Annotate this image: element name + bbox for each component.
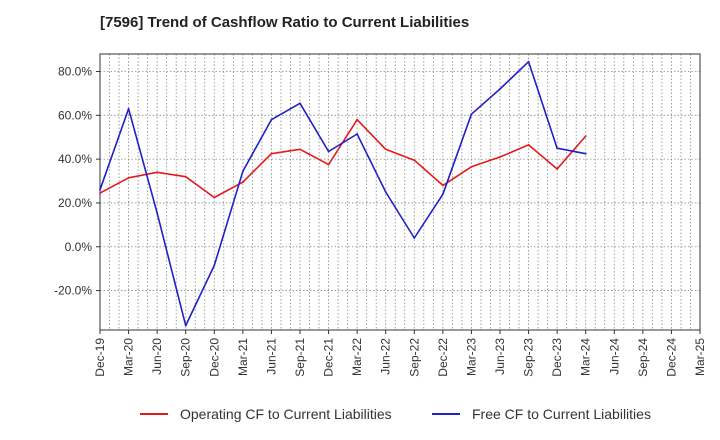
data-point (270, 152, 273, 155)
series-line-2 (99, 60, 586, 327)
x-tick-label: Jun-21 (264, 338, 278, 375)
y-tick-label: 20.0% (58, 196, 92, 210)
x-tick-label: Jun-22 (379, 338, 393, 375)
data-point (499, 88, 501, 90)
data-point (499, 156, 501, 158)
data-point (99, 188, 101, 191)
data-point (241, 170, 244, 173)
x-tick-label: Dec-22 (436, 338, 450, 377)
chart-title: [7596] Trend of Cashflow Ratio to Curren… (100, 14, 470, 31)
data-point (584, 152, 587, 155)
data-point (327, 150, 330, 153)
data-point (556, 147, 559, 150)
data-point (299, 102, 301, 105)
x-tick-label: Mar-24 (579, 338, 593, 376)
x-tick-label: Jun-24 (607, 338, 621, 375)
data-point (470, 165, 473, 168)
data-point (213, 196, 216, 199)
data-point (470, 113, 473, 116)
y-tick-label: 80.0% (58, 65, 92, 79)
x-tick-label: Sep-23 (522, 338, 536, 377)
x-tick-label: Dec-20 (207, 338, 221, 377)
data-point (384, 148, 387, 151)
x-tick-label: Sep-24 (636, 338, 650, 377)
x-tick-label: Dec-23 (550, 338, 564, 377)
data-point (384, 191, 387, 193)
x-tick-label: Mar-21 (236, 338, 250, 376)
x-tick-label: Dec-24 (664, 338, 678, 377)
data-point (441, 184, 444, 187)
legend-label: Free CF to Current Liabilities (472, 406, 651, 422)
data-point (184, 175, 187, 178)
x-tick-label: Jun-23 (493, 338, 507, 375)
data-point (441, 193, 444, 196)
data-point (299, 148, 301, 151)
data-point (584, 135, 587, 138)
grid-layer (100, 54, 700, 330)
series-layer (99, 60, 587, 327)
data-point (127, 107, 130, 110)
data-point (213, 264, 216, 267)
data-point (241, 181, 244, 184)
plot-frame (99, 53, 701, 331)
series-line-1 (99, 118, 587, 199)
y-axis-ticks: 80.0% 60.0% 40.0% 20.0% 0.0% -20.0% (54, 65, 100, 298)
x-tick-label: Dec-21 (322, 338, 336, 377)
x-tick-label: Sep-20 (179, 338, 193, 377)
x-tick-label: Jun-20 (150, 338, 164, 375)
data-point (413, 159, 416, 162)
y-tick-label: 60.0% (58, 108, 92, 122)
data-point (184, 324, 187, 327)
data-point (527, 60, 530, 63)
y-tick-label: 40.0% (58, 152, 92, 166)
data-point (413, 237, 416, 239)
data-point (327, 163, 330, 166)
data-point (270, 118, 273, 121)
y-tick-label: -20.0% (54, 284, 92, 298)
data-point (127, 176, 130, 179)
x-tick-label: Mar-25 (693, 338, 707, 376)
legend: Operating CF to Current Liabilities Free … (140, 406, 651, 422)
x-tick-label: Sep-22 (407, 338, 421, 377)
x-tick-label: Dec-19 (93, 338, 107, 377)
data-point (356, 133, 359, 135)
data-point (99, 192, 101, 194)
data-point (156, 171, 159, 174)
x-tick-label: Mar-22 (350, 338, 364, 376)
data-point (556, 168, 559, 170)
x-tick-label: Mar-20 (122, 338, 136, 376)
x-tick-label: Sep-21 (293, 338, 307, 377)
x-axis-ticks: Dec-19 Mar-20 Jun-20 Sep-20 Dec-20 Mar-21 Jun-… (93, 330, 707, 377)
legend-label: Operating CF to Current Liabilities (180, 406, 392, 422)
data-point (156, 211, 159, 214)
x-tick-label: Mar-23 (464, 338, 478, 376)
data-point (527, 144, 530, 146)
data-point (356, 118, 359, 121)
y-tick-label: 0.0% (65, 240, 93, 254)
